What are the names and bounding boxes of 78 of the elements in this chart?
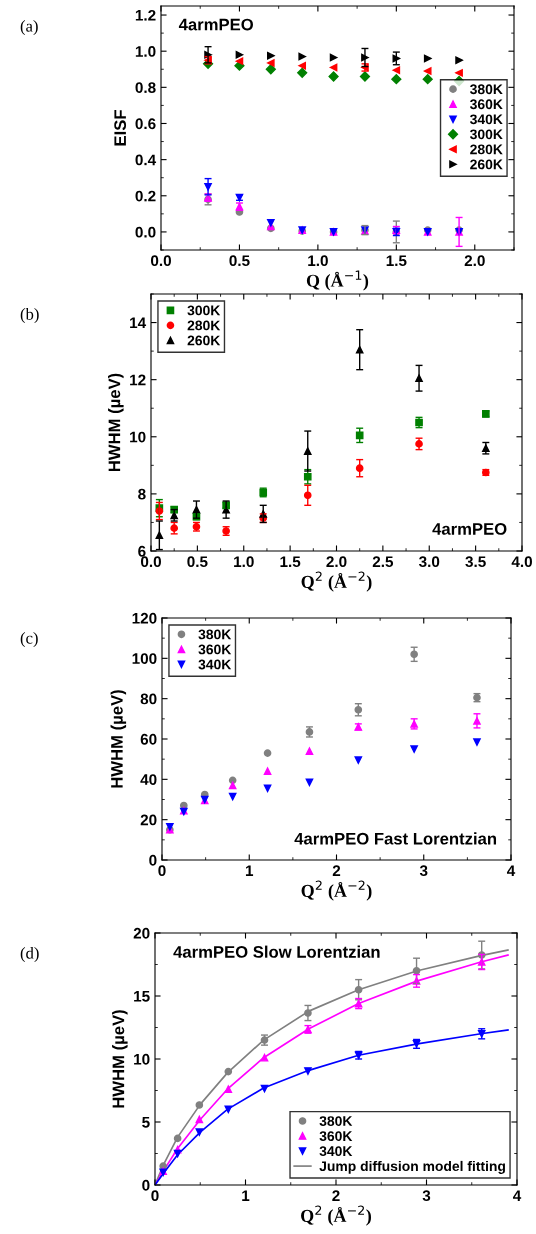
- y-tick-label: 0.0: [135, 226, 156, 238]
- legend-label: 340K: [198, 659, 232, 670]
- x-tick-label: 4: [506, 865, 516, 876]
- y-tick-label: 60: [140, 733, 157, 745]
- x-axis-title: Q$^{2}$ (Å$^{−2}$): [301, 880, 372, 901]
- x-tick-label: 1.5: [386, 255, 407, 267]
- x-tick-label: 1.5: [280, 556, 301, 568]
- y-tick-label: 100: [132, 653, 157, 665]
- y-axis-title: HWHM (µeV): [112, 1010, 128, 1108]
- x-tick-label: 4.0: [511, 556, 532, 568]
- legend-label: 360K: [198, 644, 232, 655]
- x-tick-label: 1: [242, 1190, 250, 1201]
- x-tick-label: 2.5: [372, 556, 394, 568]
- x-tick-label: 2.0: [464, 255, 485, 267]
- legend-label: 380K: [470, 84, 503, 95]
- x-tick-label: 0.5: [229, 255, 250, 267]
- annotation: 4armPEO Slow Lorentzian: [173, 945, 380, 958]
- legend-label: 300K: [187, 305, 221, 316]
- x-tick-label: 4: [512, 1190, 522, 1201]
- legend-label: 280K: [187, 320, 221, 331]
- y-tick-label: 10: [130, 431, 146, 443]
- y-tick-label: 1.2: [135, 9, 156, 21]
- y-axis-title: HWHM (µeV): [108, 373, 124, 472]
- legend-label: 360K: [319, 1131, 353, 1142]
- y-tick-label: 12: [130, 374, 146, 386]
- legend-label: 280K: [470, 144, 503, 155]
- y-tick-label: 6: [138, 545, 146, 557]
- y-tick-label: 0: [142, 1179, 150, 1191]
- y-axis-title: EISF: [114, 110, 127, 146]
- x-tick-label: 3: [422, 1190, 431, 1202]
- x-tick-label: 2.0: [326, 556, 347, 568]
- legend-label: 380K: [319, 1116, 353, 1127]
- x-tick-label: 1.0: [308, 255, 328, 267]
- legend-label: 260K: [470, 159, 503, 170]
- y-tick-label: 5: [142, 1117, 150, 1128]
- y-tick-label: 20: [140, 814, 157, 826]
- y-tick-label: 40: [140, 774, 157, 786]
- text: (a): [20, 20, 38, 36]
- annotation: 4armPEO: [178, 18, 253, 31]
- y-tick-label: 10: [134, 1053, 150, 1065]
- x-tick-label: 2: [332, 865, 341, 876]
- annotation: 4armPEO Fast Lorentzian: [294, 832, 497, 845]
- legend-label: 340K: [470, 114, 503, 125]
- x-tick-label: 0.0: [150, 255, 171, 267]
- legend-label: 260K: [187, 335, 221, 346]
- y-tick-label: 0.2: [135, 190, 156, 202]
- y-tick-label: 0.4: [135, 154, 157, 166]
- text: (b): [20, 308, 39, 324]
- x-tick-label: 3.5: [465, 556, 486, 568]
- x-axis-title: Q$^{2}$ (Å$^{−2}$): [301, 571, 372, 592]
- x-tick-label: 1.0: [234, 556, 254, 568]
- text: (d): [20, 947, 39, 963]
- legend-label: 380K: [198, 629, 232, 640]
- y-tick-label: 15: [134, 991, 150, 1002]
- annotation: 4armPEO: [432, 523, 507, 535]
- x-tick-label: 2: [332, 1190, 340, 1201]
- y-tick-label: 80: [140, 693, 157, 705]
- legend-label: 340K: [319, 1146, 353, 1157]
- legend-label: Jump diffusion model fitting: [319, 1160, 505, 1174]
- x-axis-title: Q (Å$^{−1}$): [306, 270, 369, 291]
- legend-label: 360K: [470, 99, 503, 110]
- y-tick-label: 0: [149, 854, 157, 866]
- text: (c): [20, 632, 38, 648]
- y-tick-label: 20: [133, 927, 150, 939]
- y-tick-label: 1.0: [135, 46, 156, 57]
- y-tick-label: 8: [138, 488, 146, 500]
- y-tick-label: 14: [130, 317, 147, 329]
- x-tick-label: 3: [419, 865, 428, 877]
- y-tick-label: 0.6: [135, 118, 156, 130]
- legend-label: 300K: [470, 129, 503, 140]
- x-tick-label: 0: [158, 865, 166, 877]
- x-axis-title: Q$^{2}$ (Å$^{−2}$): [301, 1205, 371, 1226]
- y-tick-label: 120: [132, 612, 157, 624]
- x-tick-label: 0.5: [187, 556, 208, 568]
- x-tick-label: 3.0: [418, 556, 440, 568]
- y-axis-title: HWHM (µeV): [110, 690, 127, 788]
- x-tick-label: 1: [245, 865, 254, 876]
- y-tick-label: 0.8: [135, 82, 156, 94]
